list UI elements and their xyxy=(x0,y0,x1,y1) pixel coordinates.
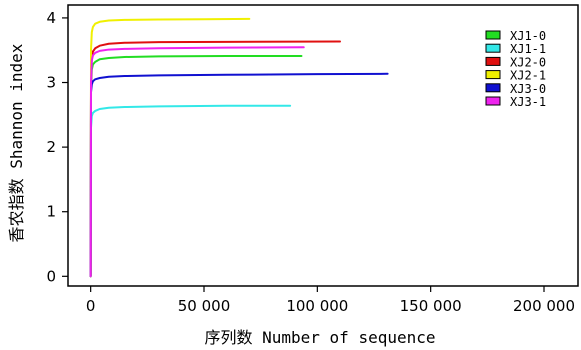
series-line-xj3-1 xyxy=(91,47,304,276)
y-tick-label: 3 xyxy=(46,74,56,92)
legend-swatch xyxy=(486,57,500,65)
x-tick-label: 150 000 xyxy=(400,297,462,315)
legend-label: XJ1-1 xyxy=(510,42,546,56)
x-tick-label: 200 000 xyxy=(513,297,575,315)
plot-border xyxy=(68,5,578,286)
legend-label: XJ3-1 xyxy=(510,95,546,109)
legend-swatch xyxy=(486,31,500,39)
legend-swatch xyxy=(486,44,500,52)
legend-swatch xyxy=(486,97,500,105)
y-tick-label: 1 xyxy=(46,203,56,221)
legend-label: XJ3-0 xyxy=(510,82,546,96)
legend-label: XJ2-0 xyxy=(510,55,546,69)
legend-label: XJ1-0 xyxy=(510,29,546,43)
x-tick-label: 0 xyxy=(86,297,96,315)
y-tick-label: 0 xyxy=(46,267,56,285)
axes-layer: 0 50 000 100 000 150 000 200 000 0 1 2 3 4 xyxy=(46,9,575,315)
plot-frame xyxy=(68,5,578,286)
series-line-xj3-0 xyxy=(91,74,388,277)
series-line-xj1-0 xyxy=(91,56,302,276)
series-layer xyxy=(91,19,388,276)
y-tick-label: 2 xyxy=(46,138,56,156)
y-axis-title: 香农指数 Shannon index xyxy=(7,43,26,242)
y-tick-label: 4 xyxy=(46,9,56,27)
legend-swatch xyxy=(486,84,500,92)
x-tick-label: 50 000 xyxy=(178,297,231,315)
legend-swatch xyxy=(486,71,500,79)
series-line-xj1-1 xyxy=(91,106,290,277)
x-tick-label: 100 000 xyxy=(286,297,348,315)
legend-label: XJ2-1 xyxy=(510,69,546,83)
x-axis-title: 序列数 Number of sequence xyxy=(204,328,435,347)
